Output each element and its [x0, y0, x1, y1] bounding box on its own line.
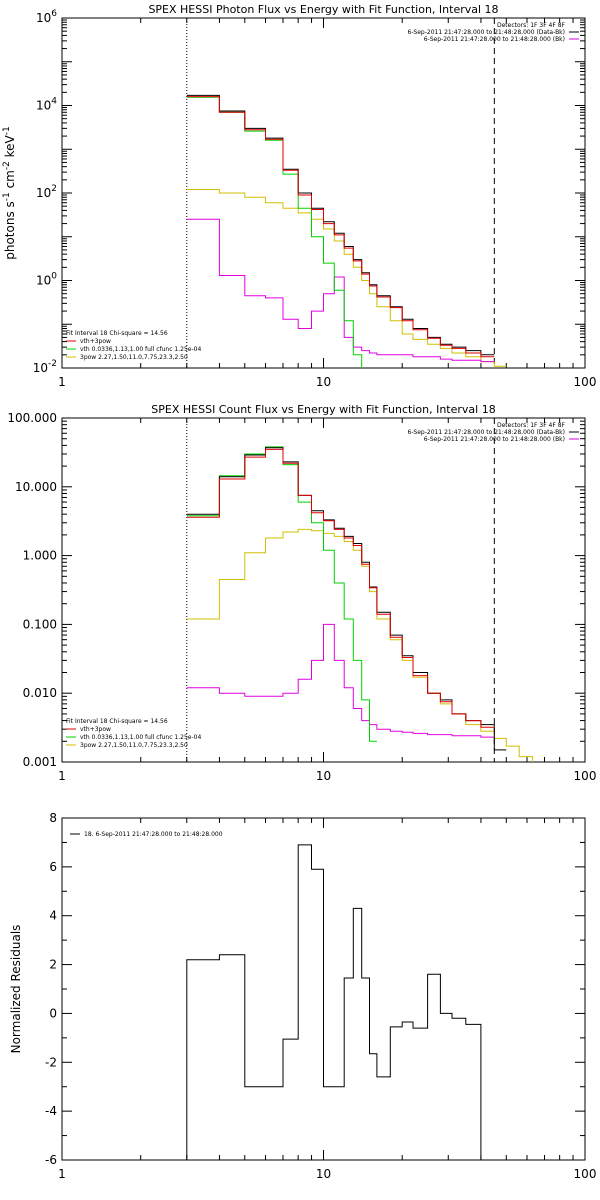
y-tick-label: 0.001: [23, 755, 57, 769]
legend-bl-entry: vth+3pow: [80, 726, 111, 733]
legend-bl-entry: vth 0.0336,1.13,1.00 full cfunc 1.25e-04: [80, 346, 201, 353]
y-tick-label: 104: [36, 97, 57, 113]
y-tick-exponent: 2: [51, 184, 57, 194]
chart-panel-1: SPEX HESSI Photon Flux vs Energy with Fi…: [2, 3, 596, 389]
series-group: [186, 446, 533, 762]
x-tick-label: 10: [316, 769, 331, 783]
series-bk-line: [186, 623, 495, 738]
x-tick-label: 10: [316, 1167, 331, 1181]
plot-frame: [61, 17, 586, 369]
y-tick-label: 2: [49, 958, 57, 972]
x-tick-label: 1: [58, 769, 66, 783]
y-tick-label: 0: [49, 1006, 57, 1020]
x-tick-label: 10: [316, 375, 331, 389]
y-axis-label: photons s-1 cm-2 keV-1: [2, 126, 17, 260]
series-group: [186, 94, 507, 368]
series-vth-3pow-line: [186, 448, 495, 728]
legend-bl-entry: 3pow 2.27,1.50,11.0,7.75,23.3,2.50: [80, 742, 188, 749]
y-tick-label: 8: [49, 811, 57, 825]
y-tick-label: 0.010: [23, 686, 57, 700]
y-tick-label: 10-2: [33, 359, 57, 375]
y-tick-label: 102: [36, 184, 57, 200]
x-tick-label: 100: [574, 1167, 597, 1181]
series-vth-line: [186, 96, 363, 368]
x-tick-label: 1: [58, 375, 66, 389]
chart-title: SPEX HESSI Photon Flux vs Energy with Fi…: [148, 3, 498, 16]
legend-tr-entry: Detectors: 1F 3F 4F 8F: [497, 422, 566, 429]
y-tick-label: 100: [36, 272, 57, 288]
series-data-bk-line: [186, 447, 507, 751]
y-tick-base: 10: [36, 99, 51, 113]
y-tick-label: 106: [36, 9, 57, 25]
chart-title: SPEX HESSI Count Flux vs Energy with Fit…: [151, 403, 495, 416]
y-tick-base: 10: [36, 11, 51, 25]
x-tick-label: 100: [574, 769, 597, 783]
legend-tr-entry: 6-Sep-2011 21:47:28.000 to 21:48:28.000 …: [424, 36, 565, 43]
y-axis-label-part: -1: [2, 192, 12, 201]
series-3pow-line: [186, 189, 507, 367]
y-axis-label-part: cm: [3, 170, 17, 192]
y-axis-label-part: photons s: [3, 201, 17, 260]
legend-tr-entry: 6-Sep-2011 21:47:28.000 to 21:48:28.000 …: [424, 436, 565, 443]
y-tick-exponent: 4: [51, 97, 57, 107]
series-3pow-line: [186, 528, 533, 762]
chart-panel-2: SPEX HESSI Count Flux vs Energy with Fit…: [7, 403, 596, 783]
y-axis-label-part: -2: [2, 161, 12, 170]
y-tick-label: 100.000: [7, 411, 57, 425]
legend-bl-entry: Fit Interval 18 Chi-square = 14.56: [66, 330, 168, 337]
y-tick-label: -4: [45, 1104, 57, 1118]
series-18--line: [186, 844, 482, 1160]
legend-tr-entry: Detectors: 1F 3F 4F 8F: [497, 22, 566, 29]
y-axis-label-part: -1: [2, 126, 12, 135]
x-tick-label: 100: [574, 375, 597, 389]
y-tick-label: 0.100: [23, 617, 57, 631]
y-tick-label: 1.000: [23, 549, 57, 563]
series-group: [186, 844, 482, 1160]
legend-tl-entry: 18. 6-Sep-2011 21:47:28.000 to 21:48:28.…: [84, 831, 223, 838]
y-tick-label: 6: [49, 860, 57, 874]
plot-frame: [61, 417, 586, 763]
series-data-bk-line: [186, 94, 495, 356]
y-tick-base: 10: [33, 361, 48, 375]
y-axis-label-part: keV: [3, 134, 17, 161]
legend-tr-entry: 6-Sep-2011 21:47:28.000 to 21:48:28.000 …: [407, 29, 565, 36]
legend-bl-entry: Fit Interval 18 Chi-square = 14.56: [66, 718, 168, 725]
y-tick-base: 10: [36, 186, 51, 200]
legend-tr-entry: 6-Sep-2011 21:47:28.000 to 21:48:28.000 …: [407, 429, 565, 436]
y-axis-label: Normalized Residuals: [9, 925, 23, 1054]
y-tick-label: -6: [45, 1153, 57, 1167]
x-tick-label: 1: [58, 1167, 66, 1181]
y-tick-label: 10.000: [15, 480, 57, 494]
y-tick-exponent: 0: [51, 272, 57, 282]
legend-bl-entry: 3pow 2.27,1.50,11.0,7.75,23.3,2.50: [80, 354, 188, 361]
legend-bl-entry: vth 0.0336,1.13,1.00 full cfunc 1.25e-04: [80, 734, 201, 741]
y-tick-exponent: 6: [51, 9, 57, 19]
series-vth-line: [186, 446, 377, 742]
chart-panel-3: 1 10 100 -6 -4 -2 0 2 4 6 8 Normalized Residuals 18.…: [9, 811, 596, 1181]
y-tick-base: 10: [36, 274, 51, 288]
y-tick-exponent: -2: [48, 359, 57, 369]
y-tick-label: 4: [49, 909, 57, 923]
legend-bl-entry: vth+3pow: [80, 338, 111, 345]
y-tick-label: -2: [45, 1055, 57, 1069]
series-vth-3pow-line: [186, 96, 495, 358]
